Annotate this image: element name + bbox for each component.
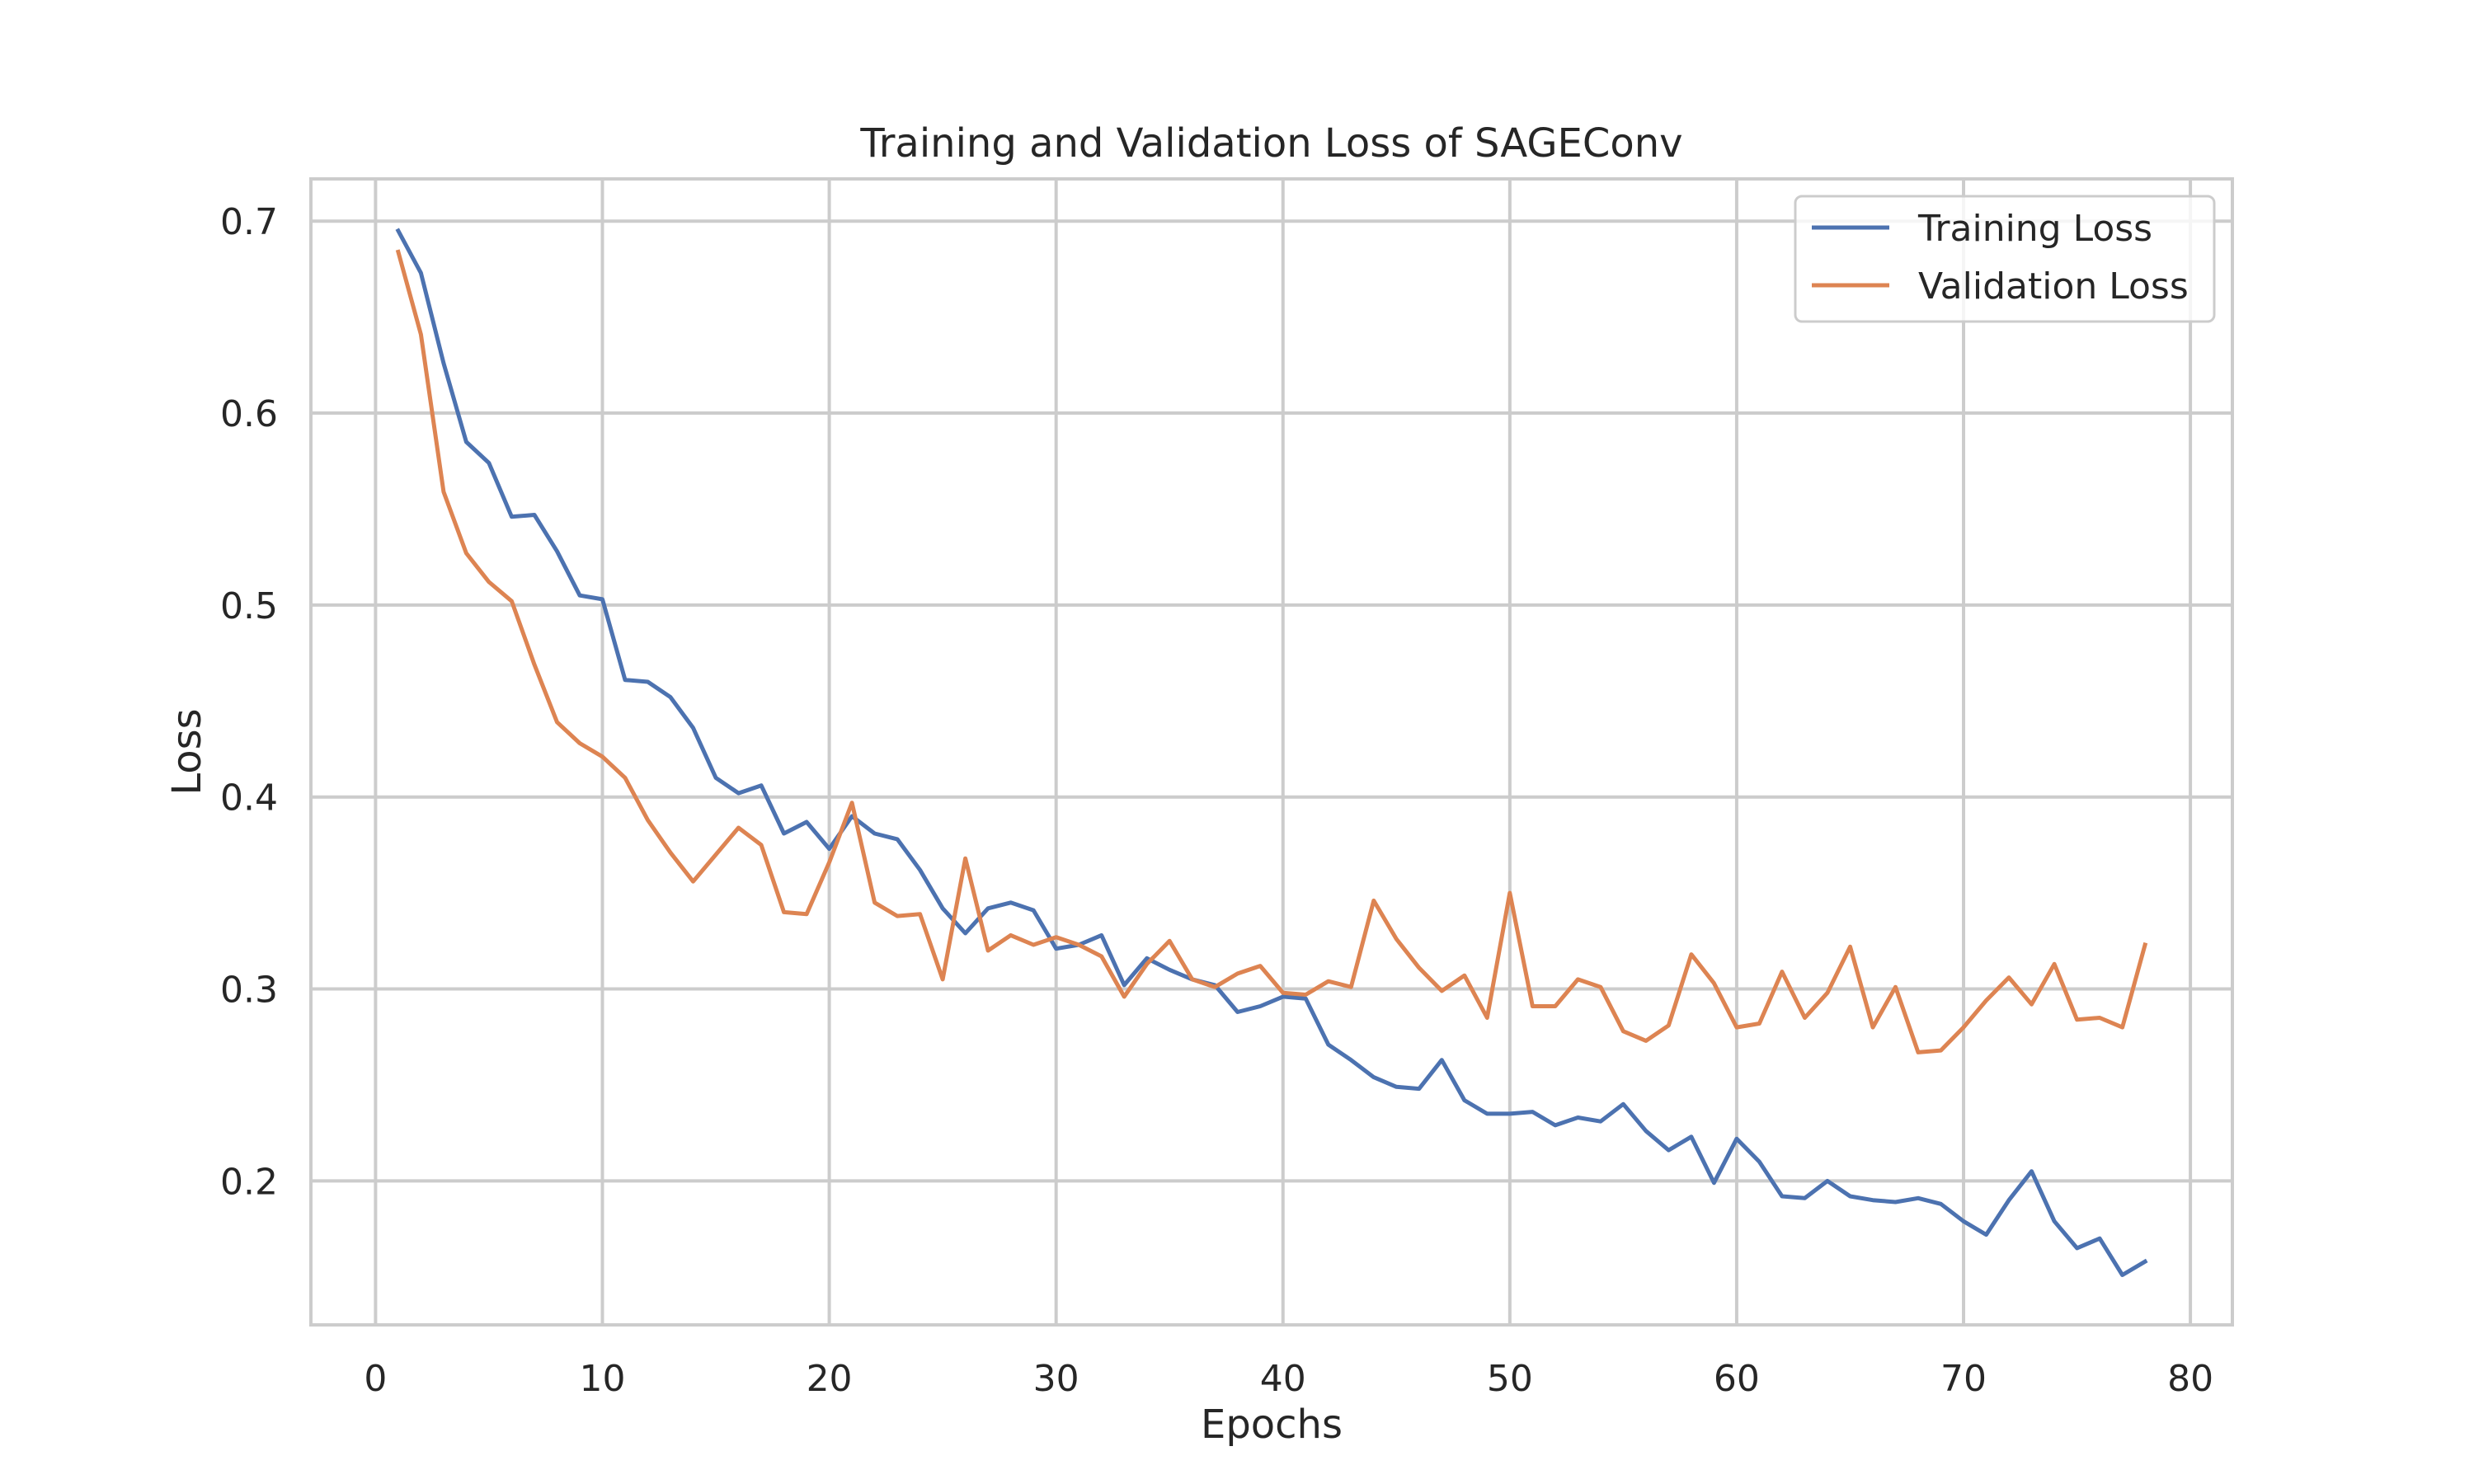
x-tick-label: 70: [1940, 1358, 1987, 1400]
x-tick-label: 80: [2167, 1358, 2213, 1400]
y-tick-label: 0.2: [220, 1161, 278, 1203]
x-tick-label: 40: [1260, 1358, 1306, 1400]
x-tick-label: 50: [1487, 1358, 1533, 1400]
x-tick-label: 60: [1714, 1358, 1760, 1400]
y-axis-label: Loss: [164, 708, 210, 795]
legend-box: [1794, 195, 2216, 323]
chart-title: Training and Validation Loss of SAGEConv: [859, 120, 1682, 167]
grid: [311, 179, 2232, 1325]
tick-labels: 0 10 20 30 40 50 60 70 80 0.2 0.3 0.4 0.5 0.6 0.7: [220, 201, 2213, 1400]
y-tick-label: 0.4: [220, 777, 278, 819]
legend-label-validation-loss: Validation Loss: [1918, 265, 2189, 308]
y-tick-label: 0.7: [220, 201, 278, 243]
legend: Training Loss Validation Loss: [1794, 195, 2216, 323]
x-axis-label: Epochs: [1201, 1402, 1343, 1448]
series-lines: [395, 228, 2148, 1277]
y-tick-label: 0.6: [220, 393, 278, 435]
x-tick-label: 30: [1033, 1358, 1079, 1400]
plot-area-frame: [309, 177, 2234, 1327]
x-tick-label: 20: [807, 1358, 853, 1400]
series-line-training-loss: [395, 228, 2148, 1277]
x-tick-label: 10: [579, 1358, 625, 1400]
x-tick-label: 0: [364, 1358, 387, 1400]
legend-label-training-loss: Training Loss: [1917, 208, 2152, 250]
y-tick-label: 0.3: [220, 970, 278, 1012]
series-line-validation-loss: [395, 249, 2148, 1054]
y-tick-label: 0.5: [220, 585, 278, 627]
